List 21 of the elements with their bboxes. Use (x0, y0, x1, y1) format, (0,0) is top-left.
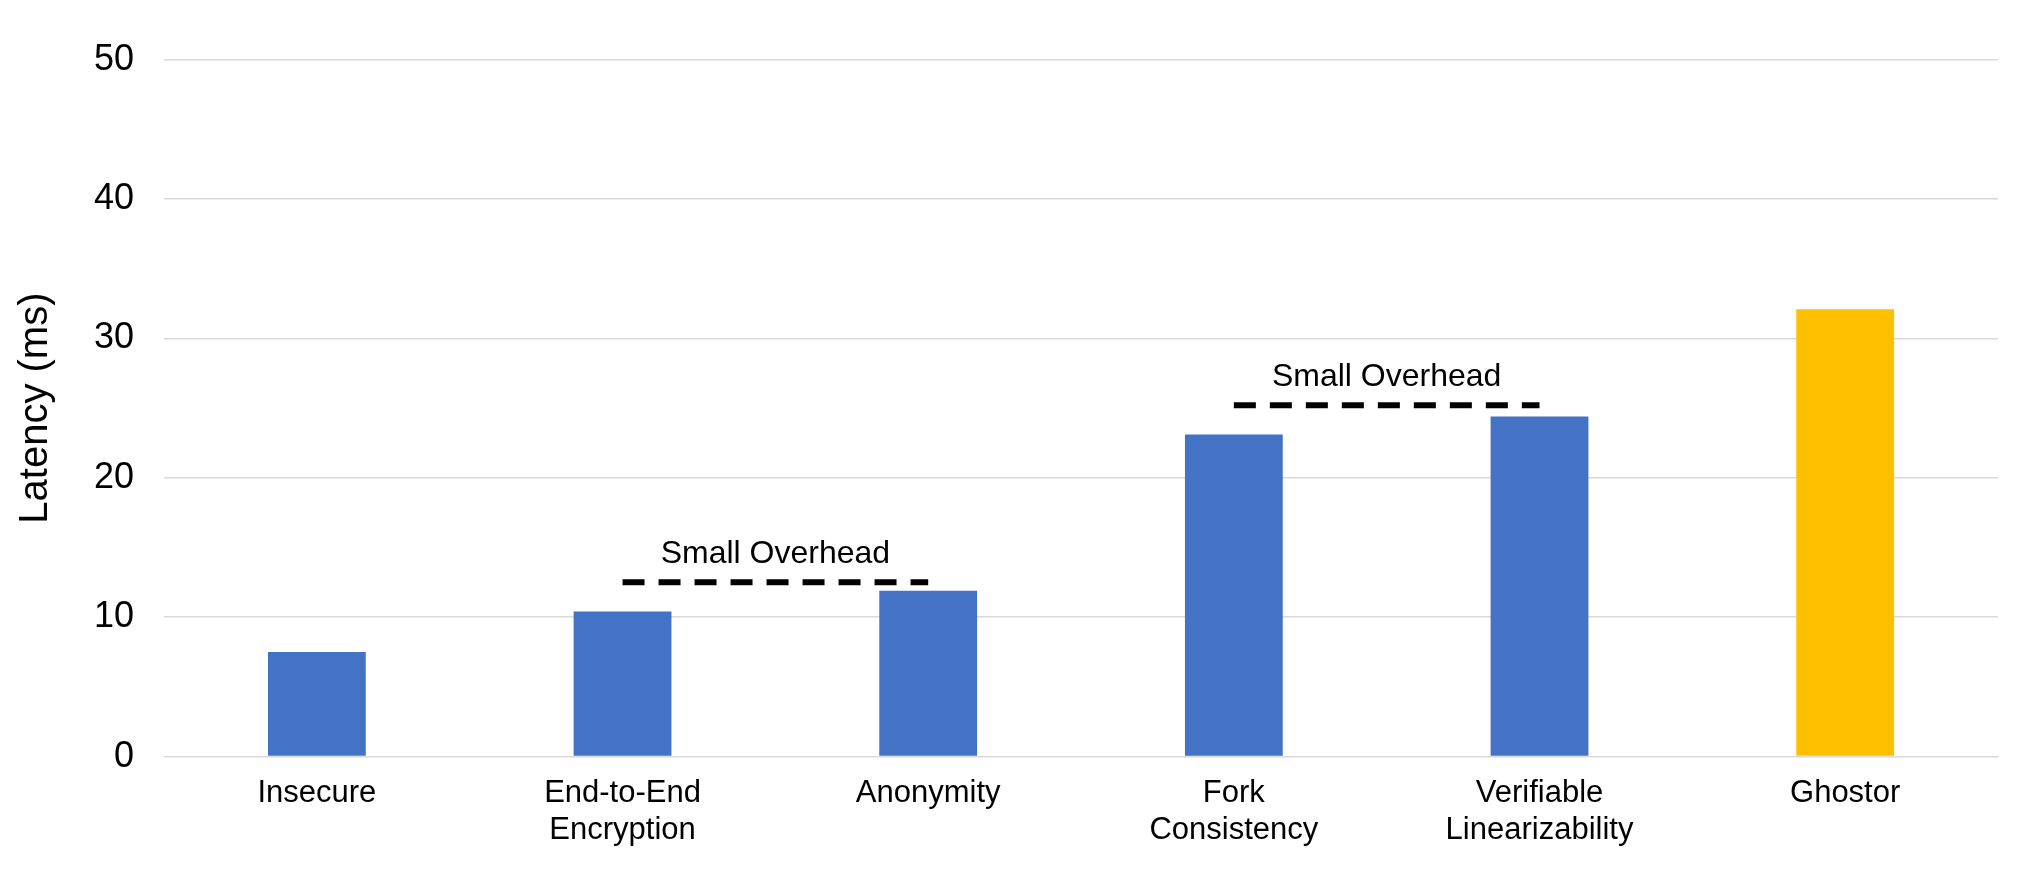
bar (267, 652, 366, 756)
bar (879, 590, 978, 756)
y-tick-label: 0 (114, 733, 135, 775)
annotation: Small Overhead (1271, 357, 1502, 394)
y-axis-title: Latency (ms) (11, 292, 56, 524)
x-tick-label: Fork Consistency (1149, 773, 1319, 846)
bar (573, 611, 672, 756)
annotation: Small Overhead (660, 534, 891, 571)
x-tick-label: End-to-End Encryption (544, 773, 701, 846)
bar (1184, 434, 1283, 756)
x-tick-label: Verifiable Linearizability (1445, 773, 1634, 846)
y-tick-label: 10 (94, 594, 135, 636)
y-tick-label: 50 (94, 36, 135, 78)
y-tick-label: 20 (94, 454, 135, 496)
x-tick-label: Insecure (257, 773, 377, 809)
y-tick-label: 40 (94, 175, 135, 217)
x-tick-label: Ghostor (1790, 773, 1901, 809)
bar (1490, 416, 1589, 756)
y-tick-label: 30 (94, 315, 135, 357)
x-tick-label: Anonymity (855, 773, 1002, 809)
bar (1796, 309, 1895, 756)
